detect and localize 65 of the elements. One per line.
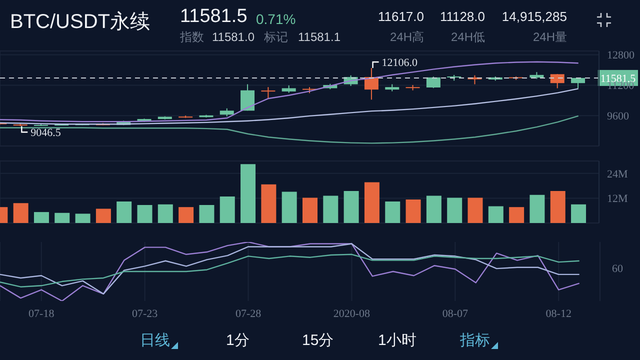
bar xyxy=(344,190,359,223)
bar xyxy=(240,164,256,223)
bar xyxy=(302,198,318,223)
bar xyxy=(509,207,524,223)
y-tick-label: 12800 xyxy=(607,50,635,62)
x-tick-label: 07-18 xyxy=(28,308,55,320)
text: 60 xyxy=(612,263,623,276)
text: 11581.0 xyxy=(212,30,254,44)
text: 24H低 xyxy=(450,30,485,44)
bar xyxy=(261,184,276,223)
text: 11581.1 xyxy=(298,30,340,44)
text: 0.71% xyxy=(256,11,296,28)
y-tick-label: 12M xyxy=(607,193,628,206)
bar xyxy=(96,208,111,223)
bar xyxy=(220,196,235,223)
bar xyxy=(178,207,194,223)
annotation: 12106.0 xyxy=(382,56,418,69)
y-tick-label: 24M xyxy=(607,168,628,180)
text: 标记 xyxy=(264,30,288,44)
bar xyxy=(323,196,338,223)
x-tick-label: 07-28 xyxy=(235,308,262,320)
bar xyxy=(13,203,28,223)
bar xyxy=(385,202,400,223)
text: 24H量 xyxy=(532,30,567,44)
bar xyxy=(488,206,504,223)
bar xyxy=(447,198,462,223)
bar xyxy=(530,194,545,223)
bar xyxy=(137,205,152,223)
bar xyxy=(406,199,421,223)
text: 日线 xyxy=(140,332,170,350)
bar xyxy=(364,182,380,223)
bar xyxy=(426,196,442,223)
line-series xyxy=(0,88,579,125)
bar xyxy=(158,204,173,223)
candlestick xyxy=(550,73,564,89)
text: 14,915,285 xyxy=(502,9,567,25)
text: 11128.0 xyxy=(440,9,485,25)
text: 指数 xyxy=(180,30,204,44)
bar xyxy=(54,212,70,223)
bar xyxy=(116,202,132,223)
x-tick-label: 08-07 xyxy=(442,308,468,320)
candlestick xyxy=(261,86,276,99)
text: 11617.0 xyxy=(378,9,424,25)
bar xyxy=(282,192,297,223)
x-tick-label: 08-12 xyxy=(546,308,572,320)
bar xyxy=(34,212,49,223)
x-tick-label: 2020-08 xyxy=(333,308,371,320)
annotation: 9046.5 xyxy=(30,127,62,140)
text: 1分 xyxy=(226,332,250,350)
line-series xyxy=(0,115,579,144)
text: 1小时 xyxy=(378,332,416,350)
candlestick xyxy=(426,76,440,89)
text: 指标 xyxy=(460,332,490,350)
text: 15分 xyxy=(302,332,334,350)
bar xyxy=(550,190,566,223)
text: 24H高 xyxy=(390,30,424,44)
bar xyxy=(468,198,483,223)
x-tick-label: 07-23 xyxy=(132,308,158,320)
chart-title: BTC/USDT永续 xyxy=(10,10,150,35)
y-tick-label: 9600 xyxy=(607,110,630,123)
bar xyxy=(75,214,90,223)
text: 11581.5 xyxy=(180,6,248,29)
bar xyxy=(571,204,586,223)
bar xyxy=(199,205,214,223)
candlestick xyxy=(364,67,378,100)
